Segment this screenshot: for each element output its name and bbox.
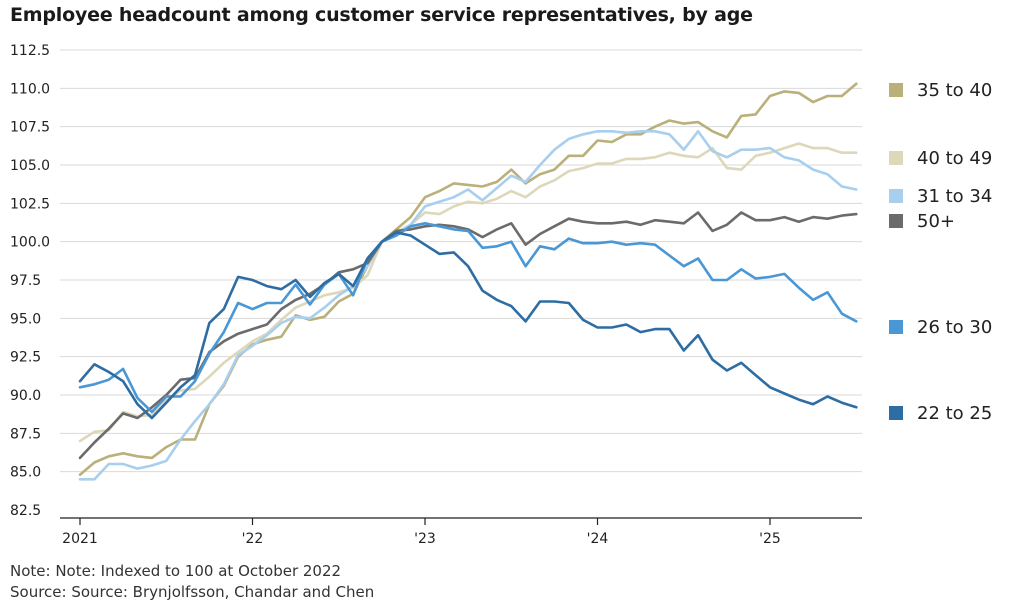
y-tick-label: 90.0 <box>10 388 41 404</box>
legend-swatch <box>889 189 903 203</box>
series-line-35-to-40 <box>78 82 858 477</box>
series-lines <box>78 82 858 481</box>
legend: 35 to 40 40 to 49 31 to 34 50+ 26 to 30 22 to… <box>889 80 992 424</box>
y-tick-label: 87.5 <box>10 426 41 442</box>
legend-label: 50+ <box>917 211 955 232</box>
y-tick-label: 102.5 <box>10 196 50 212</box>
series-line-40-to-49 <box>78 142 858 443</box>
series-line-31-to-34 <box>78 130 858 481</box>
y-tick-label: 110.0 <box>10 81 50 97</box>
series-line-22-to-25 <box>78 231 858 420</box>
x-tick-label: 2021 <box>62 531 98 547</box>
legend-swatch <box>889 320 903 334</box>
note-text: Note: Note: Indexed to 100 at October 20… <box>10 562 342 580</box>
x-axis: 2021 '22 '23 '24 '25 <box>60 517 862 547</box>
y-tick-label: 92.5 <box>10 350 41 366</box>
x-tick-label: '25 <box>759 531 781 547</box>
y-tick-label: 97.5 <box>10 273 41 289</box>
legend-label: 31 to 34 <box>917 186 992 207</box>
legend-label: 35 to 40 <box>917 80 992 101</box>
y-tick-label: 112.5 <box>10 43 50 59</box>
legend-swatch <box>889 214 903 228</box>
x-tick-label: '22 <box>242 531 264 547</box>
y-tick-label: 105.0 <box>10 158 50 174</box>
y-tick-label: 107.5 <box>10 120 50 136</box>
legend-swatch <box>889 406 903 420</box>
x-tick-label: '23 <box>414 531 436 547</box>
legend-label: 22 to 25 <box>917 403 992 424</box>
y-tick-label: 85.0 <box>10 465 41 481</box>
series-line-26-to-30 <box>78 222 858 414</box>
legend-swatch <box>889 151 903 165</box>
legend-label: 26 to 30 <box>917 317 992 338</box>
y-tick-label: 100.0 <box>10 235 50 251</box>
x-tick-label: '24 <box>587 531 609 547</box>
footnotes: Note: Note: Indexed to 100 at October 20… <box>10 561 374 603</box>
y-axis-tick-labels: 82.5 85.0 87.5 90.0 92.5 95.0 97.5 100.0 102.5 10… <box>10 43 50 519</box>
source-text: Source: Source: Brynjolfsson, Chandar an… <box>10 583 375 601</box>
chart-title: Employee headcount among customer servic… <box>10 4 753 26</box>
y-tick-label: 95.0 <box>10 311 41 327</box>
y-tick-label: 82.5 <box>10 503 41 519</box>
legend-label: 40 to 49 <box>917 148 992 169</box>
gridlines <box>60 49 862 473</box>
legend-swatch <box>889 83 903 97</box>
